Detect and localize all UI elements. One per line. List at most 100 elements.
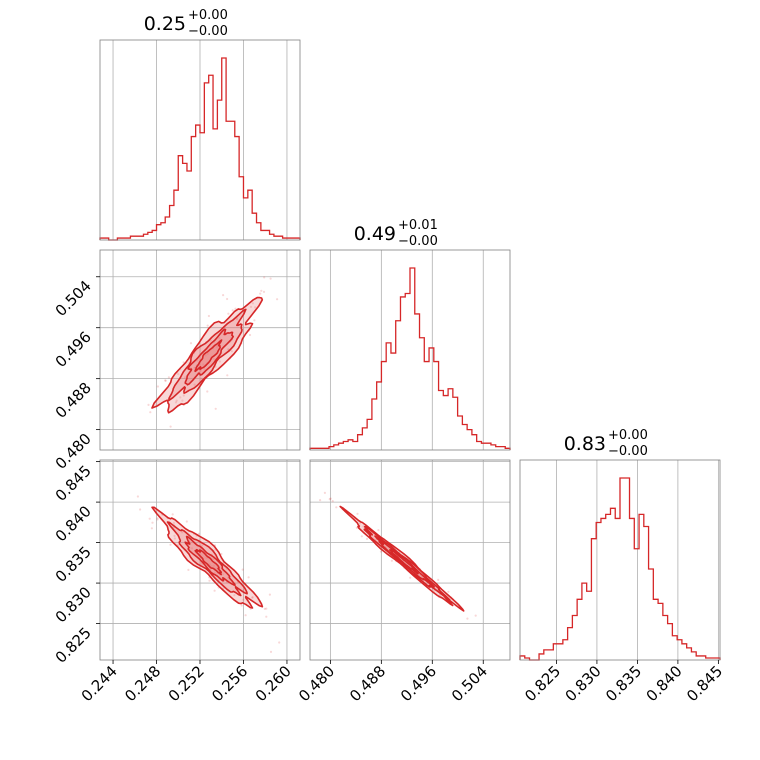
sample-point: [199, 369, 202, 372]
sample-point: [175, 399, 178, 402]
y-tick-label-p2: 0.830: [52, 583, 95, 626]
sample-point: [466, 617, 469, 620]
sample-point: [167, 376, 170, 379]
y-tick-label-p1: 0.496: [52, 328, 95, 371]
sample-point: [335, 506, 338, 509]
sample-point: [214, 407, 217, 410]
density-contour-4: [389, 548, 419, 575]
density-contour-3: [374, 535, 435, 588]
y-tick-label-p1: 0.480: [52, 430, 95, 473]
sample-point: [234, 307, 237, 310]
sample-point: [169, 543, 172, 546]
sample-point: [230, 350, 233, 353]
sample-point: [248, 333, 252, 337]
density-contour-1: [151, 506, 264, 609]
density-contour-4: [194, 339, 223, 373]
x-tick-label-p2: 0.830: [562, 662, 605, 705]
sample-point: [227, 312, 230, 315]
sample-point: [221, 573, 224, 576]
sample-point: [182, 394, 185, 397]
x-tick-label-p0: 0.260: [252, 662, 295, 705]
sample-point: [379, 550, 383, 553]
sample-point: [206, 324, 209, 327]
sample-point: [220, 552, 223, 556]
sample-point: [278, 641, 281, 644]
sample-point: [263, 276, 266, 279]
sample-point: [365, 537, 369, 541]
sample-point: [212, 357, 215, 360]
sample-point: [190, 547, 194, 550]
sample-point: [182, 361, 185, 364]
x-tick-label-p2: 0.835: [602, 662, 645, 705]
sample-point: [212, 558, 215, 561]
sample-point: [171, 513, 174, 516]
sample-point: [181, 399, 184, 402]
param-title-upper: +0.00: [608, 428, 648, 443]
sample-point: [390, 559, 393, 562]
sample-point: [409, 576, 412, 579]
axes-frame: [99, 249, 301, 451]
sample-point: [253, 319, 256, 322]
scatter-panel-p1-p2: [309, 459, 518, 665]
sample-point: [174, 401, 178, 404]
sample-point: [213, 571, 216, 574]
y-tick-label-p2: 0.845: [52, 462, 95, 505]
sample-point: [222, 294, 225, 297]
sample-point: [251, 302, 254, 305]
sample-point: [203, 367, 206, 370]
sample-point: [516, 663, 518, 665]
sample-point: [148, 517, 151, 520]
sample-point: [231, 309, 234, 312]
sample-point: [263, 607, 266, 611]
histogram-panel-p2: 0.83 +0.00−0.00: [519, 428, 721, 661]
sample-point: [183, 376, 187, 379]
sample-point: [433, 589, 436, 592]
param-title-lower: −0.00: [608, 444, 648, 459]
x-tick-label-p2: 0.825: [521, 662, 564, 705]
y-tick-label-p2: 0.835: [52, 543, 95, 586]
histogram-panel-p0: 0.25 +0.00−0.00: [99, 8, 301, 241]
density-contour-1: [151, 296, 264, 414]
param-title-lower: −0.00: [188, 24, 228, 39]
density-contour-3: [184, 535, 236, 587]
param-title-upper: +0.00: [188, 8, 228, 23]
sample-point: [213, 589, 216, 592]
x-tick-label-p1: 0.504: [448, 662, 491, 705]
param-title-value: 0.25: [144, 13, 186, 35]
sample-point: [149, 411, 152, 414]
x-tick-label-p2: 0.840: [643, 662, 686, 705]
x-tick-label-p1: 0.488: [346, 662, 389, 705]
sample-point: [215, 346, 218, 349]
sample-point: [262, 290, 266, 293]
sample-point: [156, 517, 159, 520]
sample-point: [331, 500, 334, 503]
sample-point: [218, 360, 221, 363]
x-tick-label-p0: 0.248: [121, 662, 164, 705]
axes-frame: [309, 249, 511, 451]
sample-point: [447, 590, 450, 593]
sample-point: [172, 521, 175, 525]
sample-point: [226, 297, 229, 301]
sample-point: [208, 579, 211, 582]
sample-point: [187, 568, 190, 572]
y-tick-label-p2: 0.825: [52, 624, 95, 667]
x-tick-label-p2: 0.845: [683, 662, 726, 705]
panel-content: [147, 276, 279, 428]
y-tick-label-p1: 0.488: [52, 379, 95, 422]
sample-point: [212, 564, 216, 567]
sample-point: [269, 650, 273, 654]
sample-point: [210, 564, 213, 568]
density-contour-4: [194, 548, 223, 576]
param-title-value: 0.49: [354, 223, 396, 245]
sample-point: [189, 342, 193, 345]
sample-point: [244, 614, 247, 617]
sample-point: [233, 594, 236, 597]
sample-point: [150, 527, 153, 530]
sample-point: [181, 531, 184, 534]
x-tick-label-p1: 0.496: [397, 662, 440, 705]
sample-point: [156, 385, 159, 388]
y-tick-label-p1: 0.504: [52, 277, 95, 320]
param-title-lower: −0.00: [398, 234, 438, 249]
sample-point: [227, 348, 230, 351]
sample-point: [268, 593, 271, 596]
